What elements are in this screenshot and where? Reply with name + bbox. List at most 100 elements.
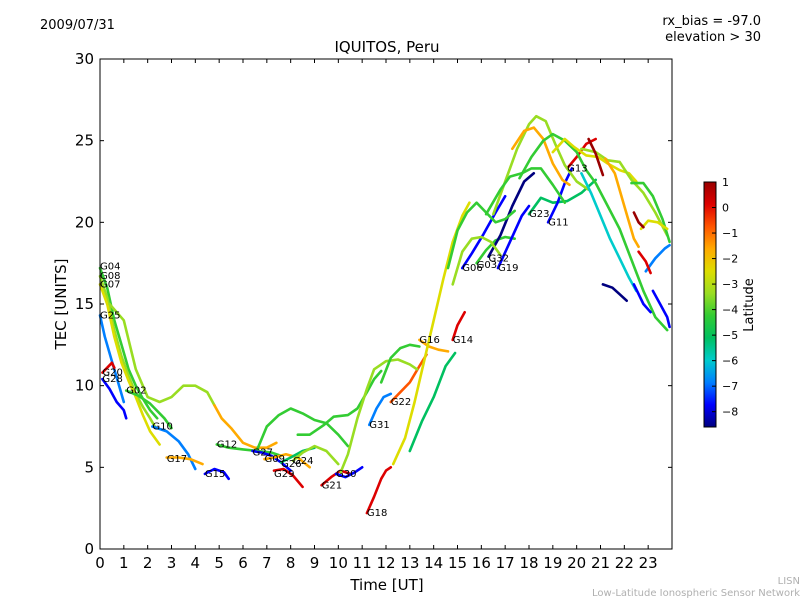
x-tick-label: 14 [424,554,443,572]
sat-label-g20: G20 [102,368,122,379]
sat-label-g13: G13 [567,163,587,174]
tec-trace-42 [484,167,567,216]
x-tick-label: 9 [310,554,320,572]
tec-trace-41 [510,126,571,187]
sat-label-g09: G09 [265,454,285,465]
sat-label-g30: G30 [336,469,356,480]
x-tick-label: 0 [95,554,105,572]
sat-label-g21: G21 [322,480,342,491]
x-axis-label: Time [UT] [349,576,423,594]
x-tick-label: 15 [448,554,467,572]
sat-label-g19: G19 [498,263,518,274]
colorbar-tick-label: −4 [722,304,738,317]
colorbar [703,181,717,428]
tec-trace-g22 [389,353,428,404]
x-tick-label: 7 [262,554,272,572]
x-tick-label: 20 [567,554,586,572]
colorbar-label: Latitude [742,278,757,332]
tec-trace-g12 [215,443,283,458]
sat-label-g18: G18 [367,508,387,519]
tec-trace-g11 [546,167,574,224]
tec-trace-g06 [461,194,507,270]
tec-trace-35 [391,201,471,466]
tec-trace-g30 [334,466,364,479]
tec-trace-48 [604,157,640,249]
tec-trace-43 [518,132,669,332]
x-tick-label: 18 [519,554,538,572]
sat-label-g29: G29 [274,469,294,480]
colorbar-tick-label: −8 [722,406,738,419]
tec-trace-55 [587,137,605,177]
y-tick-label: 0 [84,540,94,558]
tec-trace-g27 [251,449,292,472]
sat-label-g03: G03 [477,260,497,271]
tec-trace-g08 [98,274,157,428]
tec-trace-g24 [291,444,340,466]
sat-label-g02: G02 [126,386,146,397]
x-tick-label: 6 [238,554,248,572]
tec-trace-g07 [98,283,161,446]
x-tick-label: 19 [543,554,562,572]
x-tick-label: 16 [472,554,491,572]
sat-label-g22: G22 [391,397,411,408]
sat-label-g07: G07 [100,279,120,290]
tec-trace-36 [379,343,421,384]
tec-trace-33 [296,369,383,436]
colorbar-tick-label: −6 [722,355,738,368]
tec-trace-g15 [203,467,230,481]
tec-trace-56 [632,283,652,314]
sat-label-g25: G25 [100,310,120,321]
tec-trace-44 [551,137,638,183]
colorbar-tick-label: −1 [722,227,738,240]
tec-trace-47 [630,181,671,244]
tec-trace-32 [256,407,350,451]
x-tick-label: 8 [286,554,296,572]
tec-trace-g31 [368,392,393,427]
sat-label-g16: G16 [419,335,439,346]
sat-label-g15: G15 [205,469,225,480]
y-tick-label: 25 [75,132,94,150]
x-tick-label: 4 [191,554,201,572]
tec-trace-30 [108,302,216,407]
tec-trace-38 [451,235,502,286]
sat-label-g08: G08 [100,271,120,282]
tec-trace-g16 [418,338,450,353]
x-tick-label: 2 [143,554,153,572]
tec-trace-g17 [165,456,204,466]
plot-frame [99,58,673,550]
sat-label-g11: G11 [548,217,568,228]
sat-label-g28: G28 [102,374,122,385]
tec-trace-g09 [263,453,311,469]
y-tick-label: 20 [75,213,94,231]
colorbar-tick-label: −3 [722,278,738,291]
tec-trace-34 [339,358,419,474]
y-axis-label: TEC [UNITS] [52,259,70,351]
x-tick-label: 5 [214,554,224,572]
chart-title: IQUITOS, Peru [334,38,439,56]
tec-trace-g28 [101,377,128,420]
x-tick-label: 10 [329,554,348,572]
tec-trace-g14 [451,310,466,342]
colorbar-tick-label: 0 [722,202,729,215]
tec-trace-50 [644,243,671,273]
sat-label-g23: G23 [529,209,549,220]
tec-trace-g03 [475,235,516,265]
tec-trace-46 [580,147,669,237]
sat-label-g12: G12 [217,440,237,451]
sat-label-g24: G24 [293,456,313,467]
tec-trace-g25 [98,314,126,404]
colorbar-tick-label: 1 [722,176,729,189]
sat-label-g14: G14 [453,335,473,346]
colorbar-tick-label: −5 [722,329,738,342]
tec-trace-g23 [527,178,597,216]
sat-label-g31: G31 [369,420,389,431]
sat-label-g32: G32 [489,253,509,264]
tec-trace-31 [213,404,278,449]
sat-label-g06: G06 [462,263,482,274]
colorbar-tick-label: −7 [722,380,738,393]
y-tick-label: 5 [84,458,94,476]
x-tick-label: 1 [119,554,129,572]
tec-trace-g29 [272,467,304,489]
x-tick-label: 22 [615,554,634,572]
